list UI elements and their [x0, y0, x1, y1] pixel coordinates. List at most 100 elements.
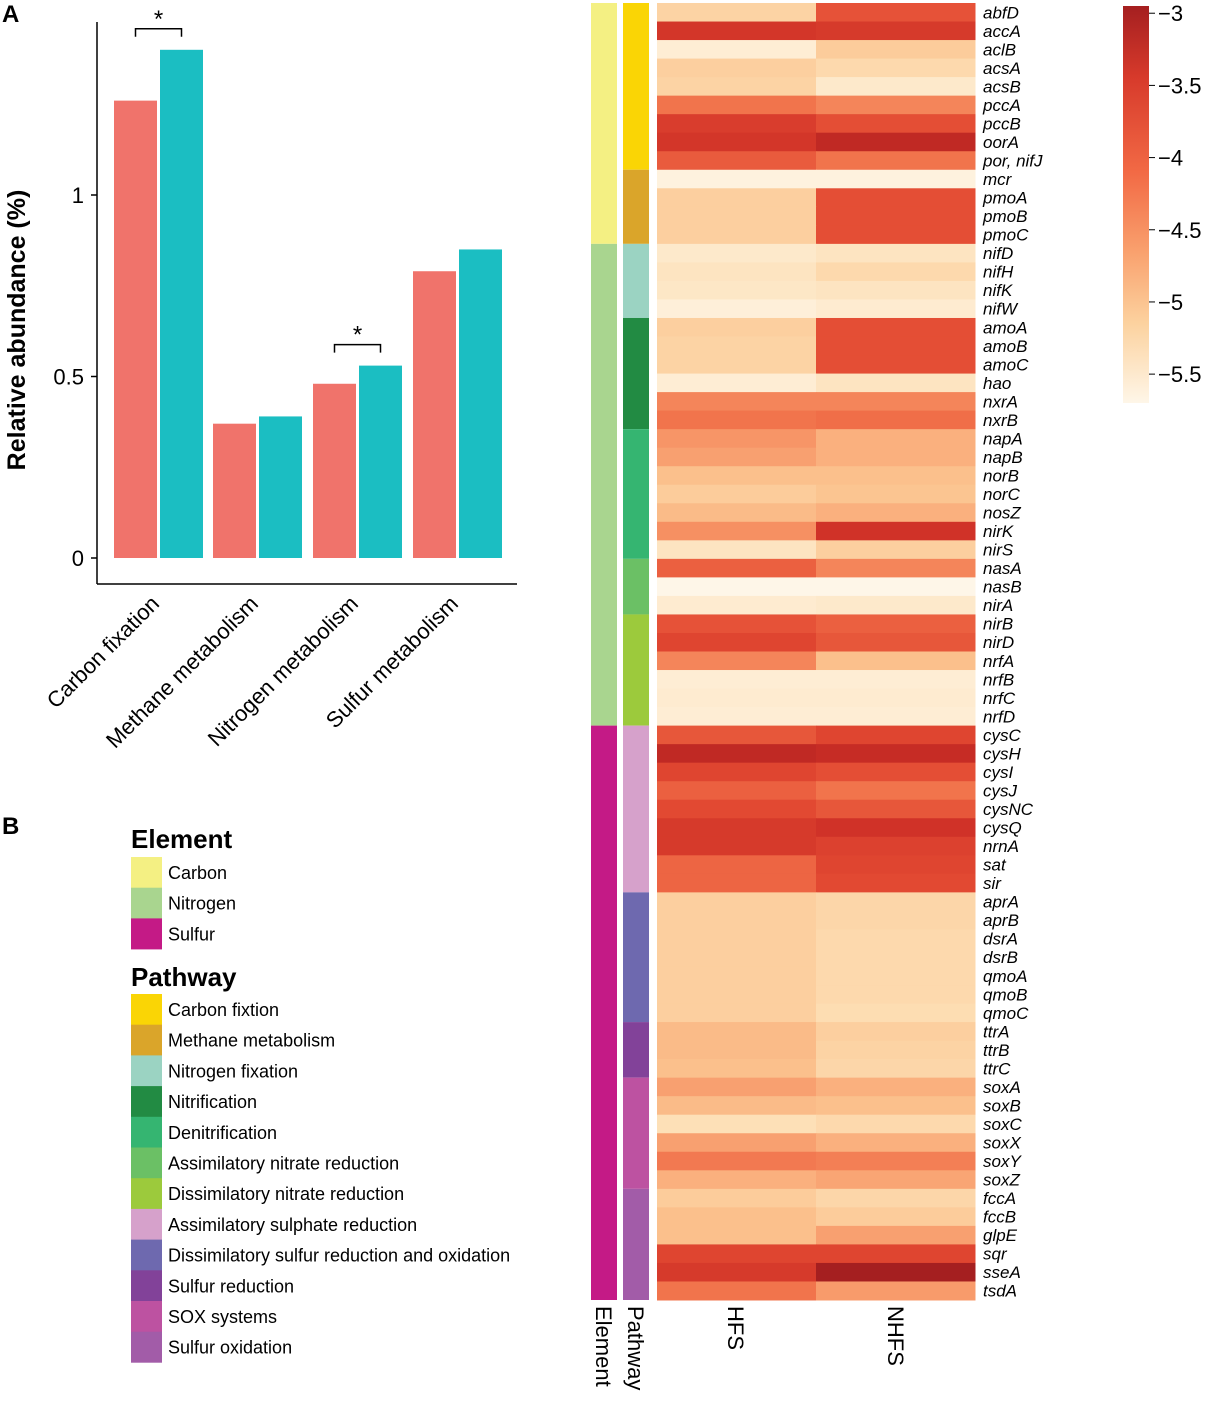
bar-chart: Relative abundance (%) 00.51 Carbon fixa… — [3, 6, 517, 753]
heatmap-cell-qmoc-nhfs — [816, 1003, 976, 1023]
gene-label: nrfD — [983, 707, 1015, 726]
legend-label-assimilatory-sulphate-reduction: Assimilatory sulphate reduction — [168, 1215, 417, 1235]
gene-label: sseA — [983, 1263, 1021, 1282]
heatmap-cell-soxc-hfs — [657, 1114, 817, 1134]
heatmap-cell-sir-nhfs — [816, 873, 976, 893]
pathway-band-denitrification — [623, 429, 649, 559]
colorbar-tick-label: −5.5 — [1158, 362, 1201, 387]
heatmap-cell-nasb-nhfs — [816, 577, 976, 597]
heatmap-cell-amob-nhfs — [816, 336, 976, 356]
gene-label: norB — [983, 466, 1019, 485]
heatmap-cell-pccb-hfs — [657, 114, 817, 134]
heatmap-cell-nirk-nhfs — [816, 521, 976, 541]
gene-label: nirS — [983, 541, 1014, 560]
heatmap-cell-acsb-hfs — [657, 77, 817, 97]
heatmap-cell-soxz-hfs — [657, 1170, 817, 1190]
heatmap-cell-soxx-nhfs — [816, 1133, 976, 1153]
legend: Element Carbon Nitrogen Sulfur Pathway Car… — [131, 824, 510, 1363]
legend-label-denitrification: Denitrification — [168, 1123, 277, 1143]
heatmap-cell-pmoc-hfs — [657, 225, 817, 245]
heatmap-cell-nrna-nhfs — [816, 836, 976, 856]
heatmap-cell-amob-hfs — [657, 336, 817, 356]
gene-label: ttrB — [983, 1041, 1009, 1060]
gene-label: mcr — [983, 170, 1013, 189]
heatmap-cell-nrfb-nhfs — [816, 670, 976, 690]
gene-label: sat — [983, 856, 1007, 875]
heatmap-cells — [657, 3, 976, 1301]
heatmap-cell-pmoc-nhfs — [816, 225, 976, 245]
heatmap-cell-fccb-hfs — [657, 1207, 817, 1227]
heatmap-cell-napa-hfs — [657, 429, 817, 449]
bar-sulfur-metabolism-nhfs — [459, 249, 502, 558]
heatmap-cell-nrfd-hfs — [657, 707, 817, 727]
heatmap-cell-apra-nhfs — [816, 892, 976, 912]
element-band-carbon — [591, 3, 617, 244]
heatmap-cell-cysh-hfs — [657, 744, 817, 764]
y-tick-label: 0 — [72, 546, 84, 571]
heatmap-cell-nrfa-nhfs — [816, 651, 976, 671]
heatmap-cell-qmoa-hfs — [657, 966, 817, 986]
gene-label: amoA — [983, 318, 1027, 337]
heatmap-cell-nifd-hfs — [657, 243, 817, 263]
heatmap-cell-tsda-nhfs — [816, 1281, 976, 1301]
heatmap-cell-amoc-nhfs — [816, 355, 976, 375]
heatmap-cell-amoa-hfs — [657, 317, 817, 338]
colorbar-tick-label: −3.5 — [1158, 73, 1201, 98]
significance-star: * — [353, 322, 362, 349]
gene-label: nifW — [983, 300, 1019, 319]
gene-label: cysNC — [983, 800, 1034, 819]
y-ticks: 00.51 — [53, 183, 97, 571]
legend-swatch-sulfur — [131, 918, 162, 950]
gene-label: napB — [983, 448, 1023, 467]
colorbar-tick-label: −4.5 — [1158, 218, 1201, 243]
pathway-band-nitrification — [623, 317, 649, 430]
heatmap-cell-sat-nhfs — [816, 855, 976, 875]
legend-label-carbon: Carbon — [168, 863, 227, 883]
heatmap-cell-nasb-hfs — [657, 577, 817, 597]
heatmap-cell-nifk-nhfs — [816, 280, 976, 300]
column-label-hfs: HFS — [723, 1306, 748, 1350]
heatmap-cell-pmoa-nhfs — [816, 188, 976, 208]
legend-swatch-methane-metabolism — [131, 1024, 162, 1056]
heatmap-cell-ttrb-hfs — [657, 1040, 817, 1060]
pathway-annotation-strip — [623, 3, 649, 1300]
legend-swatch-denitrification — [131, 1116, 162, 1148]
heatmap-cell-acsa-hfs — [657, 58, 817, 78]
heatmap-cell-nrfc-nhfs — [816, 688, 976, 708]
heatmap-cell-nirs-nhfs — [816, 540, 976, 560]
heatmap-cell-cysi-nhfs — [816, 762, 976, 782]
pathway-band-assimilatory-nitrate-reduction — [623, 558, 649, 615]
heatmap-cell-aprb-hfs — [657, 910, 817, 930]
heatmap-cell-nxra-nhfs — [816, 392, 976, 412]
legend-label-nitrogen-fixation: Nitrogen fixation — [168, 1061, 298, 1081]
heatmap-cell-dsra-hfs — [657, 929, 817, 949]
gene-label: aprA — [983, 893, 1019, 912]
legend-swatch-nitrogen-fixation — [131, 1055, 162, 1087]
heatmap-cell-nira-nhfs — [816, 595, 976, 615]
gene-label: aprB — [983, 911, 1019, 930]
gene-label: accA — [983, 22, 1021, 41]
gene-label: ttrA — [983, 1022, 1009, 1041]
panel-label-b: B — [2, 813, 19, 840]
significance-bracket — [134, 28, 183, 37]
gene-label: dsrA — [983, 930, 1018, 949]
gene-label: pmoC — [982, 226, 1029, 245]
heatmap-cell-soxz-nhfs — [816, 1170, 976, 1190]
legend-element-title: Element — [131, 824, 232, 854]
heatmap-cell-ssea-nhfs — [816, 1262, 976, 1282]
y-tick-label: 1 — [72, 183, 84, 208]
legend-swatch-carbon-fixtion — [131, 994, 162, 1025]
heatmap-cell-soxy-nhfs — [816, 1151, 976, 1171]
legend-pathways: Carbon fixtion Methane metabolism Nitrogen… — [131, 994, 510, 1363]
heatmap-cell-acca-hfs — [657, 21, 817, 41]
gene-label: nirB — [983, 615, 1013, 634]
gene-label: por, nifJ — [982, 151, 1043, 170]
legend-swatch-sulfur-reduction — [131, 1270, 162, 1302]
heatmap-cell-cysq-hfs — [657, 818, 817, 838]
legend-label-sox-systems: SOX systems — [168, 1307, 277, 1327]
legend-swatch-assimilatory-sulphate-reduction — [131, 1208, 162, 1240]
heatmap-cell-nrfa-hfs — [657, 651, 817, 671]
pathway-band-assimilatory-sulphate-reduction — [623, 725, 649, 893]
gene-label: nifD — [983, 244, 1013, 263]
